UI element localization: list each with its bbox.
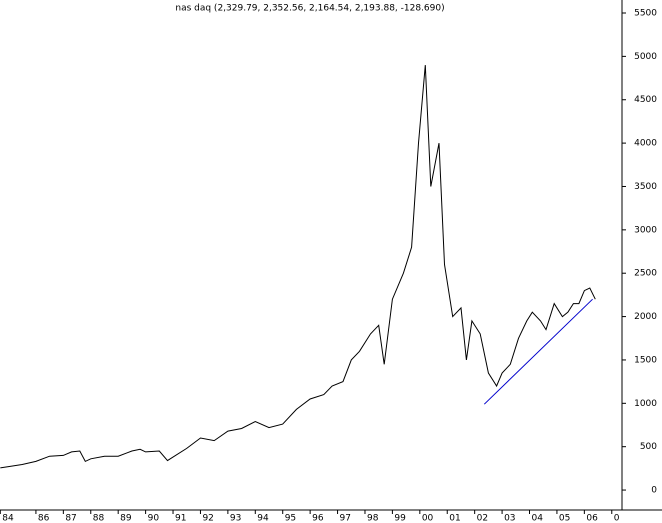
x-tick-label: 93 [230, 514, 241, 523]
y-tick-label: 1500 [634, 355, 657, 365]
y-tick-label: 2500 [634, 269, 657, 279]
x-tick-label: 87 [65, 514, 76, 523]
x-tick-label: 97 [340, 514, 351, 523]
x-tick-label: 96 [312, 514, 324, 523]
y-tick-label: 0 [651, 486, 657, 496]
x-tick-label: 06 [586, 514, 598, 523]
x-tick-label: 0 [614, 514, 620, 523]
y-tick-label: 2000 [634, 312, 657, 322]
y-tick-label: 5000 [634, 52, 657, 62]
y-tick-label: 500 [640, 442, 657, 452]
x-tick-label: 05 [559, 514, 570, 523]
x-tick-label: 92 [202, 514, 213, 523]
x-tick-label: 98 [367, 514, 379, 523]
x-tick-label: 04 [532, 514, 544, 523]
x-tick-label: 95 [285, 514, 296, 523]
chart-title: nas daq (2,329.79, 2,352.56, 2,164.54, 2… [175, 4, 444, 14]
y-tick-label: 3500 [634, 182, 657, 192]
series-line [483, 298, 593, 405]
x-tick-label: 86 [38, 514, 50, 523]
y-tick-label: 3000 [634, 225, 657, 235]
y-tick-label: 1000 [634, 399, 657, 409]
x-tick-label: 02 [477, 514, 488, 523]
x-tick-label: 91 [175, 514, 186, 523]
y-tick-label: 5500 [634, 9, 657, 19]
series-line [0, 65, 596, 469]
y-tick-label: 4500 [634, 95, 657, 105]
x-tick-label: 01 [449, 514, 460, 523]
x-tick-label: 00 [422, 514, 434, 523]
x-tick-label: 88 [93, 514, 105, 523]
x-tick-label: 90 [148, 514, 160, 523]
x-tick-label: 03 [504, 514, 515, 523]
x-tick-label: 94 [257, 514, 269, 523]
y-tick-label: 4000 [634, 139, 657, 149]
x-tick-label: 84 [2, 514, 14, 523]
x-tick-label: 99 [394, 514, 406, 523]
x-tick-label: 89 [120, 514, 132, 523]
